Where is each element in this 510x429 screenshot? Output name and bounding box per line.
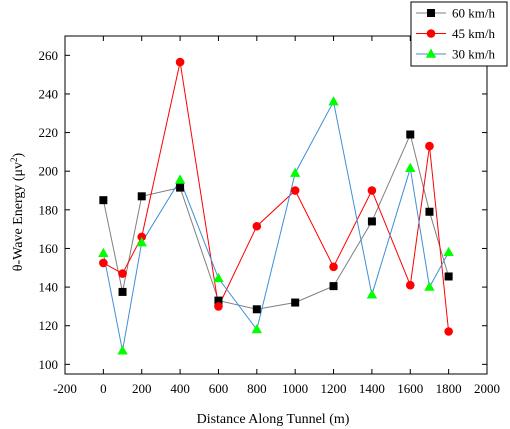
y-tick-label: 240 xyxy=(39,86,59,101)
x-tick-label: 800 xyxy=(247,381,267,396)
data-point-circle xyxy=(214,302,223,311)
data-point-circle xyxy=(137,232,147,242)
data-point-triangle xyxy=(443,246,454,257)
data-point-triangle xyxy=(405,162,416,173)
data-point-triangle xyxy=(366,289,378,299)
y-tick-label: 180 xyxy=(39,202,59,217)
axes: -200 0 200 400 600 800 1000 1200 1400 1600 1800 200… xyxy=(39,35,500,396)
x-tick-label: 1200 xyxy=(321,381,347,396)
data-point-square xyxy=(291,298,300,307)
y-tick-label: 160 xyxy=(39,241,59,256)
y-axis-title-end: ) xyxy=(11,152,26,157)
x-tick-label: -200 xyxy=(53,381,77,396)
series-line-square xyxy=(102,132,450,310)
legend: 60 km/h 45 km/h 30 km/h xyxy=(410,1,508,67)
data-point-triangle xyxy=(424,281,435,291)
data-point-circle xyxy=(367,186,377,195)
y-axis-title: θ-Wave Energy (μv2) xyxy=(9,152,26,271)
data-point-square xyxy=(367,217,376,226)
y-tick-label: 140 xyxy=(39,280,59,295)
x-tick-label: 1800 xyxy=(436,381,462,396)
data-point-circle xyxy=(175,57,185,67)
legend-label: 45 km/h xyxy=(452,26,495,41)
data-point-triangle xyxy=(328,96,339,106)
data-point-circle xyxy=(252,221,262,231)
x-tick-label: 200 xyxy=(132,381,152,396)
x-axis-title: Distance Along Tunnel (m) xyxy=(197,412,350,427)
x-tick-label: 2000 xyxy=(474,381,500,396)
data-point-triangle xyxy=(98,247,109,257)
data-point-square xyxy=(176,183,185,192)
data-point-square xyxy=(99,196,108,205)
x-tick-label: 1400 xyxy=(359,381,385,396)
data-point-square xyxy=(406,130,415,139)
x-tick-label: 0 xyxy=(100,381,107,396)
y-axis-title-main: θ-Wave Energy (μv xyxy=(11,162,26,271)
series-markers xyxy=(98,57,454,355)
data-point-square xyxy=(444,272,453,281)
data-point-circle xyxy=(405,280,415,290)
plot-frame xyxy=(64,35,488,375)
data-point-triangle xyxy=(117,345,128,355)
data-point-circle xyxy=(99,258,108,268)
data-point-circle xyxy=(329,262,338,272)
legend-label: 30 km/h xyxy=(452,47,495,62)
data-point-square xyxy=(118,287,127,296)
data-point-square xyxy=(252,305,261,314)
series-line-circle xyxy=(103,61,450,332)
y-tick-label: 260 xyxy=(39,48,59,63)
y-tick-label: 120 xyxy=(39,318,59,333)
series-lines xyxy=(102,61,450,351)
legend-marker-triangle xyxy=(425,48,437,58)
series-line-triangle xyxy=(102,100,450,351)
x-tick-label: 600 xyxy=(209,381,229,396)
data-point-square xyxy=(425,207,434,216)
legend-label: 60 km/h xyxy=(452,6,495,21)
data-point-square xyxy=(137,192,146,201)
y-tick-label: 220 xyxy=(39,125,59,140)
data-point-square xyxy=(214,296,223,305)
x-tick-label: 400 xyxy=(170,381,190,396)
y-axis-title-sup: 2 xyxy=(9,157,19,162)
data-point-circle xyxy=(444,327,453,336)
legend-marker-square xyxy=(427,9,435,17)
y-tick-label: 200 xyxy=(39,164,59,179)
data-point-triangle xyxy=(174,174,186,184)
data-point-circle xyxy=(425,141,434,151)
legend-marker-circle xyxy=(426,29,436,38)
data-point-circle xyxy=(290,186,300,195)
data-point-circle xyxy=(118,269,127,278)
data-point-square xyxy=(329,282,338,291)
data-point-triangle xyxy=(213,272,224,283)
data-point-triangle xyxy=(289,167,301,177)
x-tick-label: 1600 xyxy=(397,381,423,396)
x-tick-label: 1000 xyxy=(282,381,308,396)
data-point-triangle xyxy=(136,237,147,247)
y-tick-label: 100 xyxy=(39,357,59,372)
data-point-triangle xyxy=(251,324,263,334)
